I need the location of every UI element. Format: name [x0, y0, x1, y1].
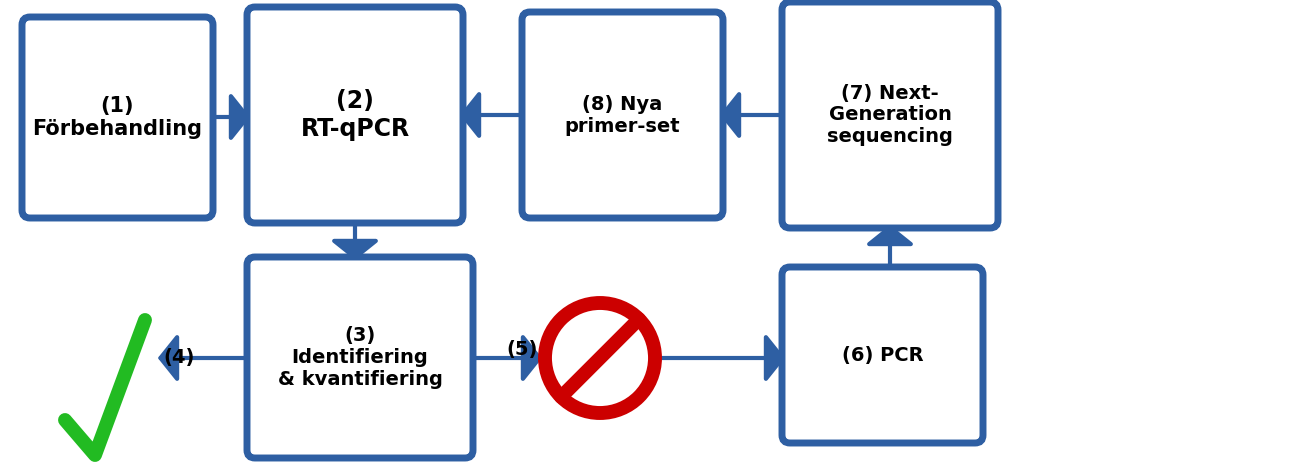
FancyBboxPatch shape	[22, 17, 213, 218]
FancyBboxPatch shape	[247, 7, 463, 223]
FancyBboxPatch shape	[782, 267, 984, 443]
Text: (4): (4)	[164, 348, 195, 368]
FancyBboxPatch shape	[522, 12, 723, 218]
Text: (1)
Förbehandling: (1) Förbehandling	[33, 96, 203, 139]
Text: (6) PCR: (6) PCR	[841, 346, 923, 364]
Text: (5): (5)	[506, 340, 538, 360]
Text: (7) Next-
Generation
sequencing: (7) Next- Generation sequencing	[827, 84, 954, 146]
Text: (3)
Identifiering
& kvantifiering: (3) Identifiering & kvantifiering	[277, 326, 442, 389]
Text: (8) Nya
primer-set: (8) Nya primer-set	[565, 94, 680, 135]
FancyBboxPatch shape	[247, 257, 473, 458]
Text: (2)
RT-qPCR: (2) RT-qPCR	[301, 89, 409, 141]
FancyBboxPatch shape	[782, 2, 998, 228]
